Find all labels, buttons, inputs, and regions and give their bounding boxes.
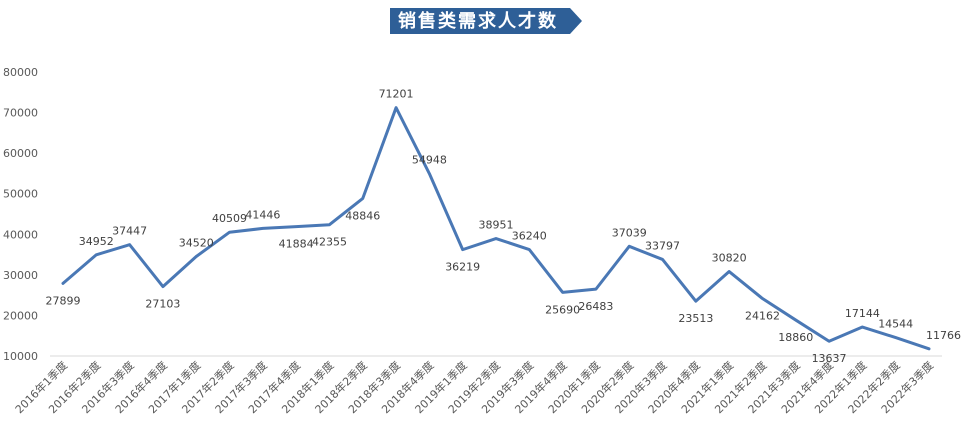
chart-title-background (390, 8, 582, 34)
series-line-group (61, 106, 931, 351)
data-label: 34952 (79, 235, 114, 248)
data-label: 48846 (345, 209, 380, 222)
chart-title-group: 销售类需求人才数 (390, 8, 582, 34)
y-tick-label: 40000 (3, 228, 38, 241)
y-tick-label: 50000 (3, 188, 38, 201)
y-tick-label: 70000 (3, 107, 38, 120)
data-label: 37039 (612, 226, 647, 239)
data-label: 24162 (745, 310, 780, 323)
y-tick-label: 60000 (3, 147, 38, 160)
y-tick-label: 80000 (3, 66, 38, 79)
y-tick-label: 20000 (3, 309, 38, 322)
data-label: 26483 (578, 300, 613, 313)
y-tick-label: 30000 (3, 269, 38, 282)
data-label: 13637 (812, 352, 847, 365)
y-axis: 10000 20000 30000 40000 50000 60000 70000 80000 (3, 66, 38, 363)
data-label: 54948 (412, 154, 447, 167)
data-label: 34520 (179, 237, 214, 250)
data-label: 33797 (645, 239, 680, 252)
data-label: 40509 (212, 212, 247, 225)
data-label: 41884 (279, 238, 314, 251)
y-tick-label: 10000 (3, 350, 38, 363)
data-label: 14544 (878, 318, 913, 331)
data-label: 41446 (245, 208, 280, 221)
data-label: 18860 (778, 331, 813, 344)
data-label: 42355 (312, 236, 347, 249)
data-label: 23513 (678, 312, 713, 325)
data-label: 36219 (445, 261, 480, 274)
data-label: 11766 (926, 329, 961, 342)
data-label: 37447 (112, 225, 147, 238)
data-label: 38951 (479, 219, 514, 232)
data-label: 25690 (545, 303, 580, 316)
data-label: 71201 (379, 88, 414, 101)
series-line (61, 106, 931, 351)
data-label: 30820 (712, 252, 747, 265)
x-axis: 2016年1季度2016年2季度2016年3季度2016年4季度2017年1季度… (12, 355, 942, 416)
data-label: 17144 (845, 307, 880, 320)
data-label: 27899 (46, 294, 81, 307)
data-label: 27103 (145, 298, 180, 311)
data-label: 36240 (512, 230, 547, 243)
chart-title: 销售类需求人才数 (398, 10, 558, 32)
